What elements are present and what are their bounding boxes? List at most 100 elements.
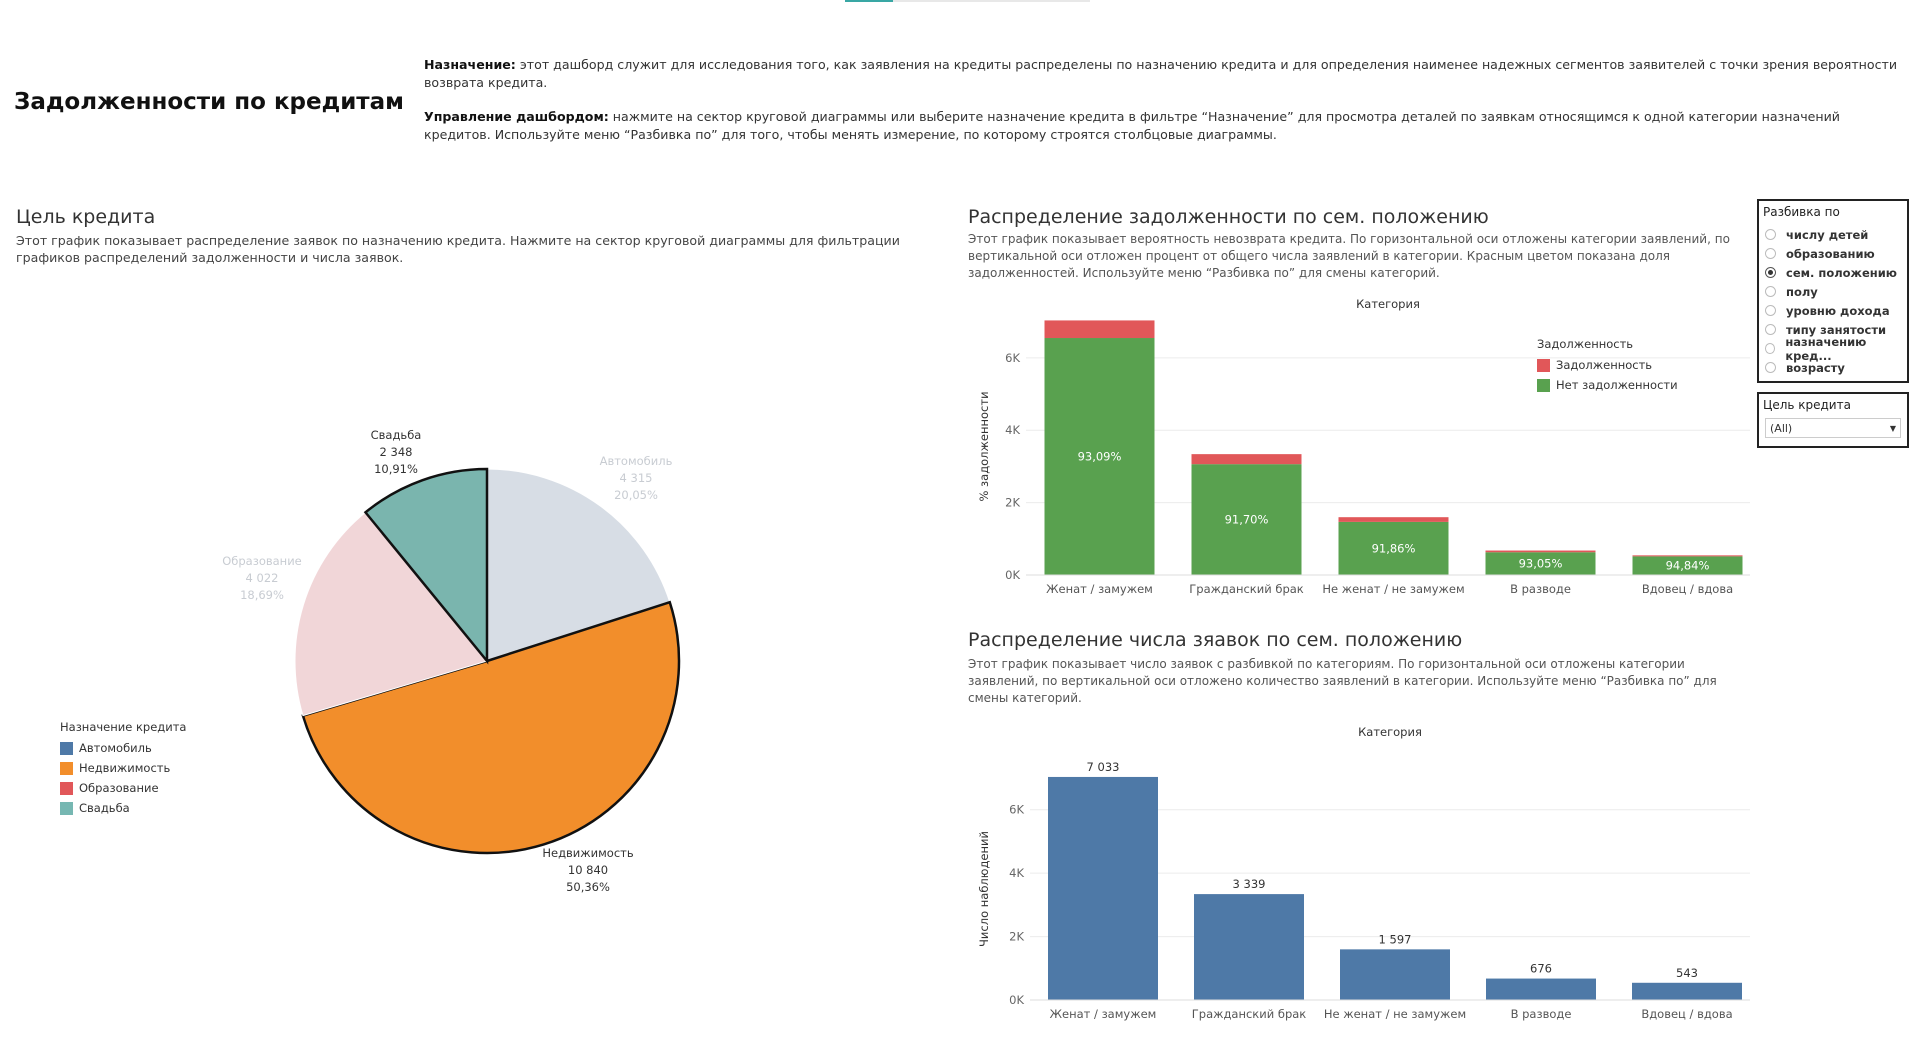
radio-button[interactable] (1765, 229, 1776, 240)
radio-button[interactable] (1765, 305, 1776, 316)
y-tick-label: 2K (1005, 496, 1020, 510)
bar-segment[interactable] (1044, 338, 1155, 575)
intro-purpose-text: этот дашборд служит для исследования тог… (424, 57, 1898, 90)
x-tick-label: Вдовец / вдова (1642, 582, 1733, 596)
legend-label: Нет задолженности (1556, 378, 1678, 392)
breakdown-option-label: образованию (1786, 246, 1875, 261)
pie-slice-category-label: Образование (222, 554, 302, 568)
breakdown-option[interactable]: сем. положению (1759, 263, 1907, 282)
bar-segment[interactable] (1191, 464, 1302, 575)
bar-segment[interactable] (1485, 552, 1596, 575)
y-tick-label: 2K (1009, 930, 1024, 944)
pie-slice-category-label: Автомобиль (600, 454, 673, 468)
pie-slice[interactable] (363, 467, 489, 665)
radio-button[interactable] (1765, 267, 1776, 278)
pie-slice-value-label: 2 348 (380, 445, 413, 459)
chart-title: Категория (1358, 725, 1422, 739)
intro-control-text: нажмите на сектор круговой диаграммы или… (424, 109, 1840, 142)
pie-slice[interactable] (301, 600, 681, 855)
legend-swatch (1537, 378, 1550, 392)
legend-swatch (60, 741, 73, 755)
pie-slice[interactable] (486, 468, 671, 662)
loan-purpose-select[interactable]: (All) ▼ (1765, 418, 1901, 438)
radio-button[interactable] (1765, 286, 1776, 297)
intro-purpose-label: Назначение: (424, 57, 516, 72)
y-tick-label: 6K (1009, 803, 1024, 817)
bar[interactable] (1194, 894, 1304, 1000)
breakdown-options: числу детей образованию сем. положению полу… (1759, 225, 1907, 377)
bar-value-label: 7 033 (1087, 760, 1120, 774)
breakdown-option[interactable]: полу (1759, 282, 1907, 301)
breakdown-option[interactable]: образованию (1759, 244, 1907, 263)
pie-legend-item[interactable]: Образование (60, 778, 186, 798)
bar[interactable] (1340, 949, 1450, 1000)
y-axis-label: Число наблюдений (977, 831, 991, 947)
bar-segment[interactable] (1485, 550, 1596, 553)
breakdown-option-label: числу детей (1786, 227, 1869, 242)
x-tick-label: Не женат / не замужем (1322, 582, 1464, 596)
debt-legend-item[interactable]: Нет задолженности (1537, 375, 1678, 395)
radio-button[interactable] (1765, 362, 1776, 373)
legend-swatch (1537, 358, 1550, 372)
y-tick-label: 4K (1005, 423, 1020, 437)
breakdown-option[interactable]: числу детей (1759, 225, 1907, 244)
bar-segment[interactable] (1338, 517, 1449, 522)
breakdown-option-label: сем. положению (1786, 265, 1897, 280)
pie-section-title: Цель кредита (16, 206, 156, 228)
x-tick-label: Женат / замужем (1046, 582, 1153, 596)
debt-section-title: Распределение задолженности по сем. поло… (968, 206, 1489, 228)
x-tick-label: Гражданский брак (1192, 1007, 1307, 1021)
bar[interactable] (1486, 978, 1596, 1000)
loan-purpose-filter-panel: Цель кредита (All) ▼ (1757, 392, 1909, 448)
y-tick-label: 6K (1005, 351, 1020, 365)
pie-legend-item[interactable]: Недвижимость (60, 758, 186, 778)
pie-slice-value-label: 4 315 (620, 471, 653, 485)
bar-value-label: 3 339 (1233, 877, 1266, 891)
x-tick-label: Вдовец / вдова (1641, 1007, 1732, 1021)
breakdown-option-label: полу (1786, 284, 1818, 299)
breakdown-option-label: возрасту (1786, 360, 1845, 375)
legend-label: Свадьба (79, 801, 130, 815)
radio-button[interactable] (1765, 324, 1776, 335)
pie-slice-percent-label: 10,91% (374, 462, 418, 476)
legend-swatch (60, 781, 73, 795)
x-tick-label: Женат / замужем (1050, 1007, 1157, 1021)
bar-segment[interactable] (1632, 556, 1743, 575)
legend-label: Образование (79, 781, 159, 795)
debt-legend-item[interactable]: Задолженность (1537, 355, 1678, 375)
breakdown-option[interactable]: уровню дохода (1759, 301, 1907, 320)
bar-segment[interactable] (1632, 555, 1743, 557)
bar-percent-label: 94,84% (1666, 559, 1710, 573)
pie-legend: Назначение кредита Автомобиль Недвижимос… (60, 720, 186, 818)
pie-slice-value-label: 10 840 (568, 863, 608, 877)
bar[interactable] (1048, 776, 1158, 1000)
bar-segment[interactable] (1338, 521, 1449, 575)
y-tick-label: 0K (1009, 993, 1024, 1007)
bar[interactable] (1632, 982, 1742, 1000)
breakdown-option[interactable]: назначению кред... (1759, 335, 1907, 363)
radio-button[interactable] (1765, 248, 1776, 259)
count-section-description: Этот график показывает число заявок с ра… (968, 657, 1717, 705)
pie-slice-category-label: Недвижимость (542, 846, 633, 860)
radio-button[interactable] (1765, 343, 1776, 354)
pie-slice[interactable] (294, 511, 488, 717)
breakdown-option[interactable]: типу занятости (1759, 320, 1907, 339)
x-tick-label: Не женат / не замужем (1324, 1007, 1466, 1021)
x-tick-label: Гражданский брак (1189, 582, 1304, 596)
bar-segment[interactable] (1191, 454, 1302, 465)
breakdown-panel: Разбивка по числу детей образованию сем. п… (1757, 199, 1909, 383)
debt-section-description: Этот график показывает вероятность невоз… (968, 232, 1730, 280)
pie-legend-item[interactable]: Свадьба (60, 798, 186, 818)
bar-percent-label: 93,05% (1519, 557, 1563, 571)
y-axis-label: % задолженности (977, 391, 991, 501)
bar-percent-label: 93,09% (1078, 450, 1122, 464)
breakdown-option-label: уровню дохода (1786, 303, 1890, 318)
pie-slice-value-label: 4 022 (246, 571, 279, 585)
breakdown-option[interactable]: возрасту (1759, 358, 1907, 377)
count-section-title: Распределение числа зяавок по сем. полож… (968, 629, 1463, 651)
pie-legend-item[interactable]: Автомобиль (60, 738, 186, 758)
bar-value-label: 1 597 (1379, 932, 1412, 946)
intro-control: Управление дашбордом: нажмите на сектор … (424, 108, 1904, 144)
bar-segment[interactable] (1044, 320, 1155, 339)
